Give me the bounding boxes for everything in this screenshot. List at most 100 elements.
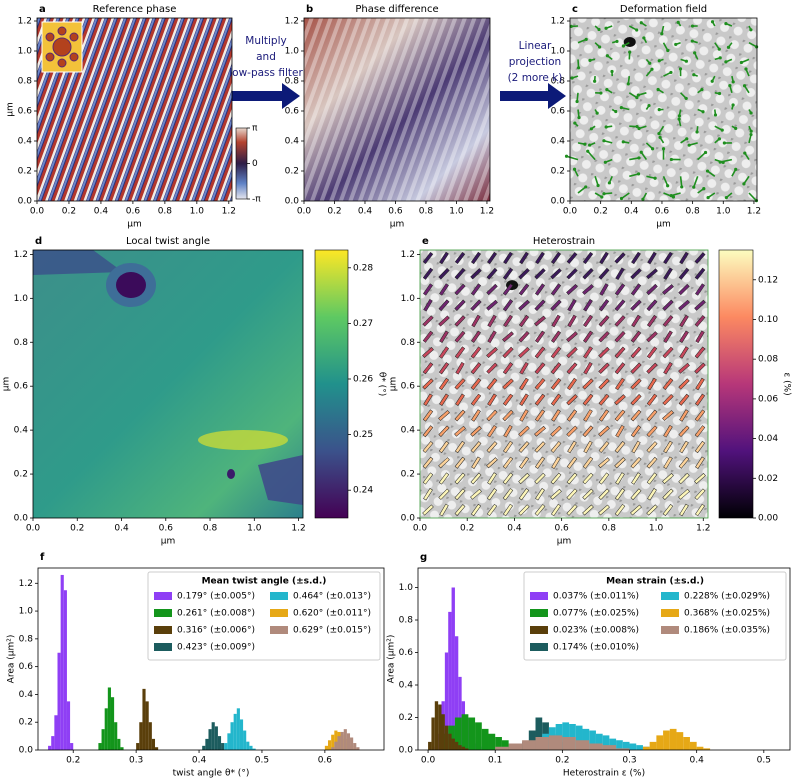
y-tick-label: 1.0 (401, 294, 416, 304)
strain-bar (438, 377, 450, 391)
histogram-bar (535, 737, 549, 750)
legend-label: 0.423° (±0.009°) (177, 643, 255, 653)
strain-bar (470, 472, 482, 485)
x-axis-label: µm (656, 220, 671, 230)
strain-bar (695, 503, 705, 517)
strain-bar (502, 331, 514, 343)
strain-bar (534, 346, 546, 359)
strain-bar (518, 425, 530, 437)
colorbar-tick-label: π (252, 124, 258, 134)
arrow-head (584, 37, 588, 41)
strain-bar (630, 504, 642, 516)
histogram-bar (444, 652, 449, 750)
x-tick-label: 0.0 (26, 524, 41, 534)
histogram-bar (221, 743, 225, 750)
strain-bar (598, 299, 610, 312)
arrow-label: (2 more k) (508, 72, 563, 84)
strain-bar (614, 488, 626, 501)
strain-bar (630, 346, 642, 359)
strain-bar (502, 456, 514, 469)
colorbar-tick-label: 0.00 (758, 514, 778, 524)
arrow-head (734, 167, 738, 171)
arrow-head (690, 24, 695, 28)
arrow-head (692, 73, 696, 77)
strain-bar (582, 251, 594, 265)
y-tick-label: 1.0 (551, 47, 566, 57)
colorbar-tick-label: 0 (252, 159, 258, 169)
strain-bar (519, 361, 529, 375)
x-tick-label: 1.0 (649, 524, 664, 534)
histogram-bar (428, 741, 432, 750)
strain-bar (471, 456, 481, 469)
y-tick-label: 0.0 (551, 197, 566, 207)
axes-frame (37, 567, 385, 751)
strain-bar (422, 504, 434, 516)
strain-bar (454, 378, 466, 390)
strain-bar (582, 330, 594, 343)
strain-bar (503, 503, 513, 517)
strain-bar (502, 299, 514, 312)
strain-bar (550, 299, 562, 311)
strain-bar (551, 503, 561, 517)
y-tick-label: 0.0 (19, 746, 34, 756)
strain-bar (662, 473, 674, 484)
strain-bar (566, 488, 578, 501)
x-tick-label: 0.1 (488, 756, 502, 766)
y-tick-label: 0.6 (19, 662, 34, 672)
arrow-head (635, 95, 639, 100)
strain-bar (582, 472, 594, 485)
strain-bar (518, 441, 530, 453)
arrow-head (743, 151, 747, 155)
y-tick-label: 0.2 (14, 470, 28, 480)
colorbar-tick-label: 0.28 (353, 263, 373, 273)
histogram-bar (110, 697, 115, 750)
y-tick-label: 0.4 (14, 426, 29, 436)
axes-frame (32, 249, 304, 519)
strain-bar (662, 394, 674, 406)
legend-swatch (270, 592, 288, 600)
y-axis-label: Area (µm²) (387, 635, 397, 684)
strain-bar (454, 299, 466, 311)
strain-bar (694, 409, 706, 422)
arrow-head (595, 111, 599, 115)
arrow-head (669, 70, 673, 75)
arrow-head (602, 192, 606, 196)
histogram-bar (230, 722, 234, 750)
phase-stripes (304, 18, 490, 201)
strain-bar (598, 378, 610, 390)
histogram-bar (448, 725, 455, 750)
strain-bar (550, 472, 562, 485)
strain-bar (614, 441, 626, 453)
histogram-bar (589, 743, 603, 750)
strain-bar (646, 441, 658, 453)
arrow-head (614, 109, 618, 114)
strain-bar (502, 346, 514, 359)
histogram-bar (495, 737, 502, 750)
histogram-bar (461, 746, 466, 750)
strain-bar (598, 504, 610, 516)
histogram-bar (689, 741, 697, 750)
x-axis-label: µm (127, 220, 142, 230)
arrow-head (607, 181, 611, 185)
histogram-bar (535, 717, 543, 750)
strain-bar (439, 251, 449, 265)
arrow-head (636, 93, 640, 97)
arrow-head (621, 140, 625, 144)
arrow-head (731, 80, 735, 84)
arrow-head (684, 59, 688, 63)
colorbar-tick-label: 0.02 (758, 474, 778, 484)
colorbar (235, 127, 248, 200)
histogram-bar (575, 740, 590, 750)
strain-bar (519, 393, 529, 406)
histogram-bar (350, 737, 354, 750)
panel-letter: a (39, 4, 46, 15)
y-tick-label: 1.0 (19, 607, 34, 617)
arrow-head (586, 149, 590, 153)
strain-bar (423, 283, 433, 296)
histogram-bar (508, 743, 523, 750)
legend-swatch (154, 609, 172, 617)
arrow-head (713, 113, 718, 117)
axes-frame (569, 17, 758, 202)
strain-bar (694, 267, 706, 280)
strain-bar (470, 362, 482, 375)
